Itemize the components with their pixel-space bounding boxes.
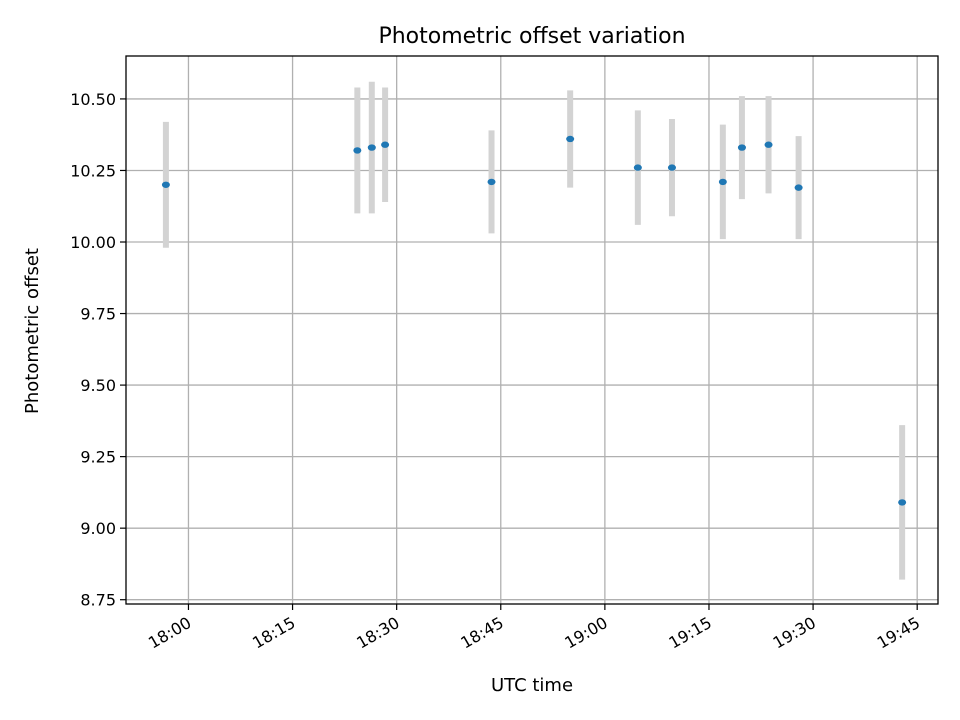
x-axis-label: UTC time	[491, 675, 573, 696]
x-tick-label: 19:00	[561, 613, 610, 653]
y-tick-label: 10.25	[70, 161, 116, 180]
y-tick-label: 9.00	[80, 519, 116, 538]
x-tick-label: 18:30	[353, 613, 402, 653]
plot-frame	[125, 55, 939, 605]
grid	[126, 56, 938, 604]
data-point-10	[764, 141, 773, 148]
data-point-1	[353, 147, 362, 154]
y-tick-label: 10.00	[70, 233, 116, 252]
error-bars	[162, 81, 906, 580]
data-point-6	[633, 164, 642, 171]
data-point-4	[487, 178, 496, 186]
data-point-8	[718, 178, 727, 186]
data-point-5	[566, 135, 575, 143]
y-tick-label: 9.75	[80, 305, 116, 324]
x-tick-label: 18:45	[457, 613, 506, 653]
x-tick-label: 18:00	[145, 613, 194, 653]
y-tick-label: 9.50	[80, 376, 116, 395]
x-tick-label: 18:15	[249, 613, 298, 653]
y-tick-label: 9.25	[80, 448, 116, 467]
data-point-2	[367, 144, 376, 151]
x-tick-label: 19:30	[770, 613, 819, 653]
chart-title: Photometric offset variation	[378, 24, 685, 49]
y-axis-label: Photometric offset	[22, 248, 43, 414]
y-tick-label: 8.75	[80, 591, 116, 610]
data-point-3	[381, 141, 390, 148]
data-point-7	[667, 164, 676, 171]
y-tick-label: 10.50	[70, 90, 116, 109]
data-point-12	[898, 499, 907, 506]
data-point-9	[737, 144, 746, 151]
data-point-0	[161, 181, 170, 188]
axis-ticks: 18:00 18:15 18:30 18:45 19:00 19:15 19:30 19:45…	[70, 90, 923, 653]
data-points	[161, 135, 907, 506]
x-tick-label: 19:45	[874, 613, 923, 653]
x-tick-label: 19:15	[666, 613, 715, 653]
data-point-11	[794, 184, 803, 191]
